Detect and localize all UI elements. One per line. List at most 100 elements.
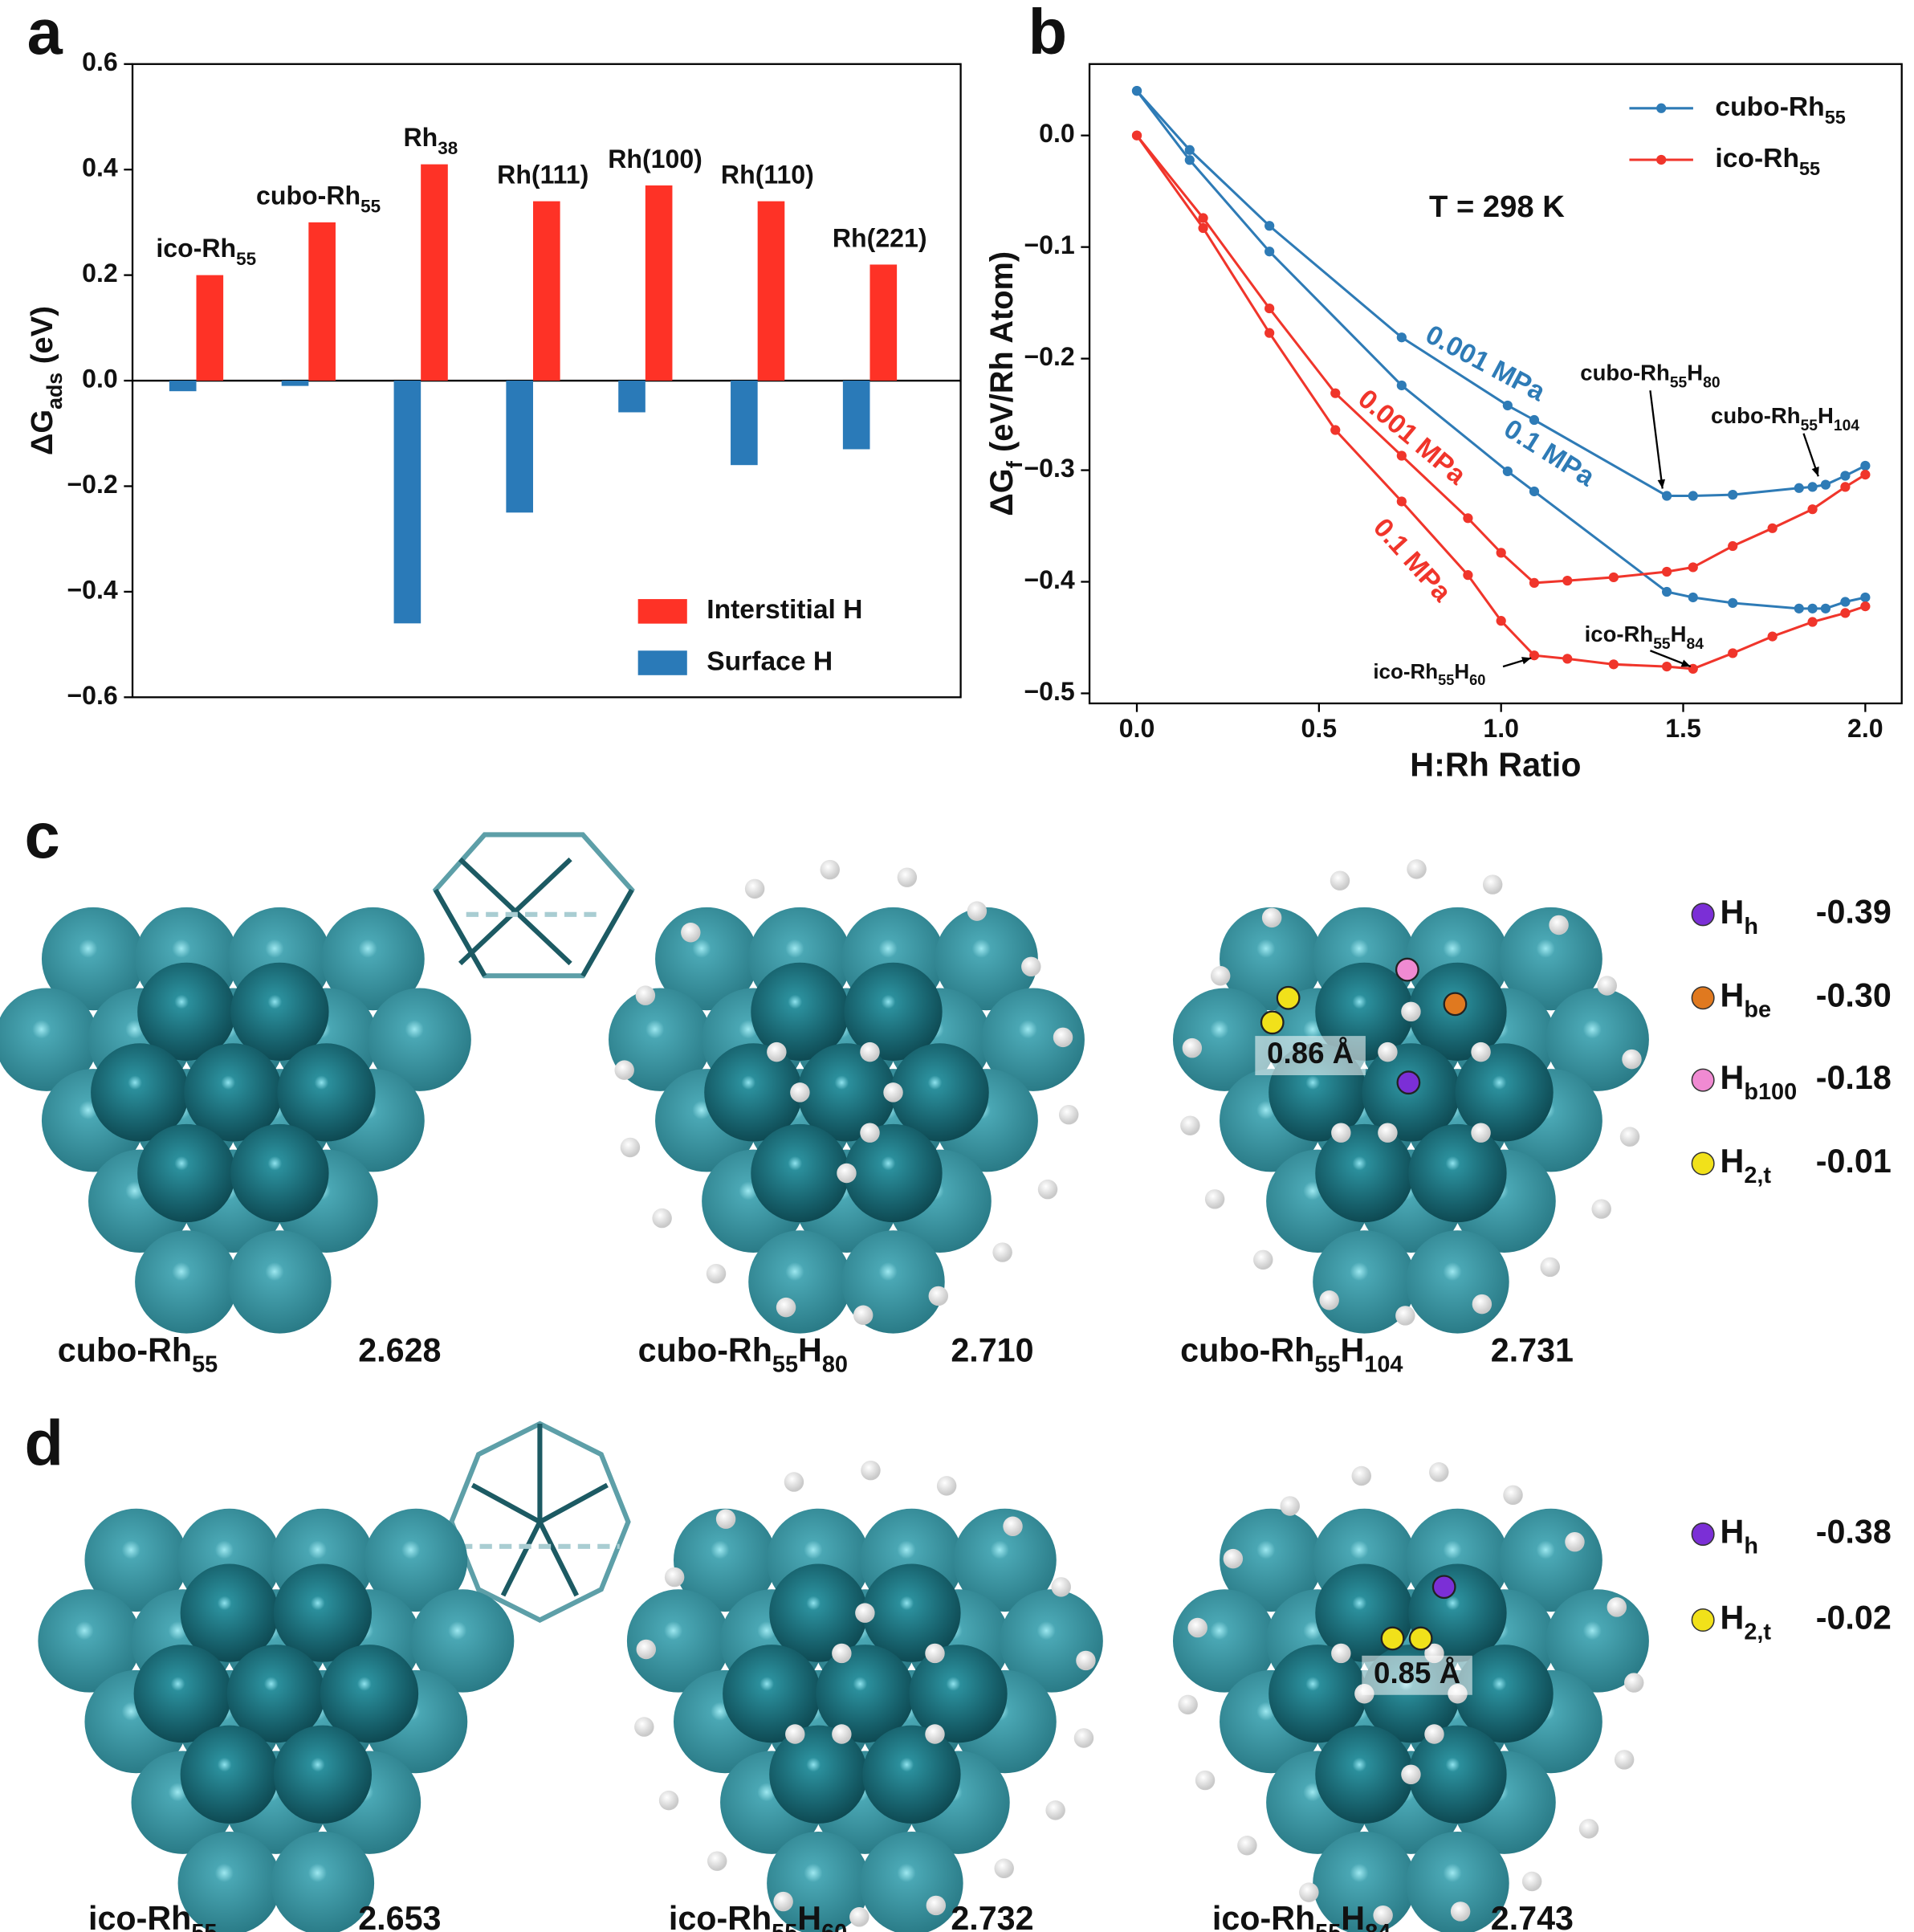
x-axis-label: H:Rh Ratio [1410, 746, 1581, 783]
rh-atom [1455, 1043, 1554, 1142]
rh-atom-back [1220, 1508, 1323, 1612]
h-atom [744, 878, 765, 899]
rh-atom [184, 1043, 283, 1142]
y-tick-label: 0.6 [82, 47, 118, 76]
y-tick-label: −0.6 [67, 681, 117, 710]
rh-atom [1315, 1123, 1414, 1223]
rh-atom-back [38, 1589, 141, 1693]
point [1840, 597, 1851, 607]
rh-atom [1408, 1123, 1507, 1223]
text-part: ico-Rh [88, 1900, 191, 1932]
curve-label: 0.1 MPa [1367, 513, 1456, 608]
point [1728, 648, 1738, 658]
point [1661, 661, 1672, 672]
x-tick-label: 1.5 [1665, 714, 1701, 743]
subscript: 55 [1670, 374, 1688, 391]
y-tick-label: −0.1 [1024, 230, 1074, 259]
rh-atom-back [748, 1230, 852, 1334]
y-axis-label: ΔGf (eV/Rh Atom) [984, 251, 1027, 516]
h-atom [860, 1041, 880, 1062]
site-label: H2,t [1721, 1599, 1772, 1645]
y-tick-label: −0.3 [1024, 454, 1074, 483]
h-atom [1331, 1643, 1351, 1664]
h-atom [1299, 1882, 1319, 1902]
subscript: 104 [1834, 417, 1859, 434]
structure-value: 2.731 [1491, 1331, 1574, 1368]
h-atom [790, 1082, 810, 1103]
text-part: H [1721, 977, 1745, 1014]
h-atom [614, 1060, 634, 1080]
rh-atom-back [1172, 988, 1277, 1091]
x-tick-label: 0.0 [1119, 714, 1155, 743]
point [1688, 491, 1698, 501]
subscript: 55 [1438, 672, 1454, 688]
distance-label: 0.86 Å [1267, 1037, 1354, 1070]
text-part: ico-Rh [1715, 144, 1799, 173]
x-tick-label: 2.0 [1847, 714, 1883, 743]
rh-atom-back [368, 988, 471, 1091]
site-atom [1380, 1626, 1405, 1651]
h-atom [1051, 1577, 1071, 1597]
x-tick-label: 1.0 [1483, 714, 1519, 743]
rh-atom [862, 1563, 961, 1662]
rh-atom [273, 1725, 373, 1824]
site-marker [1691, 1522, 1715, 1547]
h-atom [1578, 1819, 1599, 1839]
h-atom [1210, 966, 1231, 986]
point [1794, 483, 1804, 493]
h-atom [1204, 1189, 1225, 1209]
point [1264, 303, 1275, 314]
rh-atom-back [1499, 907, 1602, 1011]
rh-atom [91, 1043, 189, 1142]
point [1840, 471, 1851, 481]
point [1131, 130, 1142, 141]
point [1184, 145, 1195, 155]
h-atom [767, 1041, 787, 1062]
bar [645, 185, 673, 381]
subscript: 2,t [1744, 1619, 1771, 1645]
structure-value: 2.710 [951, 1331, 1033, 1368]
point [1860, 469, 1871, 480]
y-axis-label: ΔGads (eV) [25, 306, 67, 455]
h-atom [1178, 1694, 1198, 1715]
text-part: ico-Rh [1212, 1900, 1315, 1932]
site-label: H2,t [1721, 1143, 1772, 1188]
curve-label: 0.001 MPa [1352, 384, 1472, 491]
category-label: Rh(221) [833, 223, 927, 252]
structure-value: 2.743 [1491, 1900, 1574, 1932]
point [1529, 577, 1540, 589]
y-tick-label: −0.2 [1024, 342, 1074, 371]
bar [393, 381, 421, 624]
point [1767, 523, 1778, 533]
text-part: cubo-Rh [1580, 361, 1670, 385]
point [1396, 380, 1407, 391]
h-atom [926, 1895, 947, 1916]
site-value: -0.39 [1816, 894, 1892, 931]
h-atom [1253, 1249, 1273, 1270]
structure-value: 2.653 [358, 1900, 441, 1932]
category-label: Rh38 [404, 124, 458, 159]
rh-atom-back [1545, 1589, 1649, 1693]
point [1562, 654, 1573, 664]
rh-atom-back [228, 1230, 332, 1334]
point [1767, 631, 1778, 642]
rh-atom [816, 1645, 914, 1743]
point [1264, 247, 1275, 257]
point [1496, 548, 1506, 558]
text-part: ico-Rh [1373, 659, 1438, 683]
rh-atom [137, 962, 236, 1061]
curve-label: 0.1 MPa [1499, 414, 1600, 493]
h-atom [1373, 1905, 1393, 1926]
point [1198, 213, 1208, 223]
site-atom [1396, 1070, 1421, 1095]
text-part: (eV/Rh Atom) [984, 251, 1020, 461]
h-atom [1591, 1199, 1611, 1219]
h-atom [1503, 1485, 1523, 1506]
subscript: 104 [1364, 1351, 1403, 1377]
annotation-arrow [1649, 390, 1664, 489]
subscript: 60 [1469, 672, 1485, 688]
point [1463, 513, 1473, 524]
ico-wireframe [449, 1420, 631, 1623]
cluster [626, 1460, 1103, 1932]
